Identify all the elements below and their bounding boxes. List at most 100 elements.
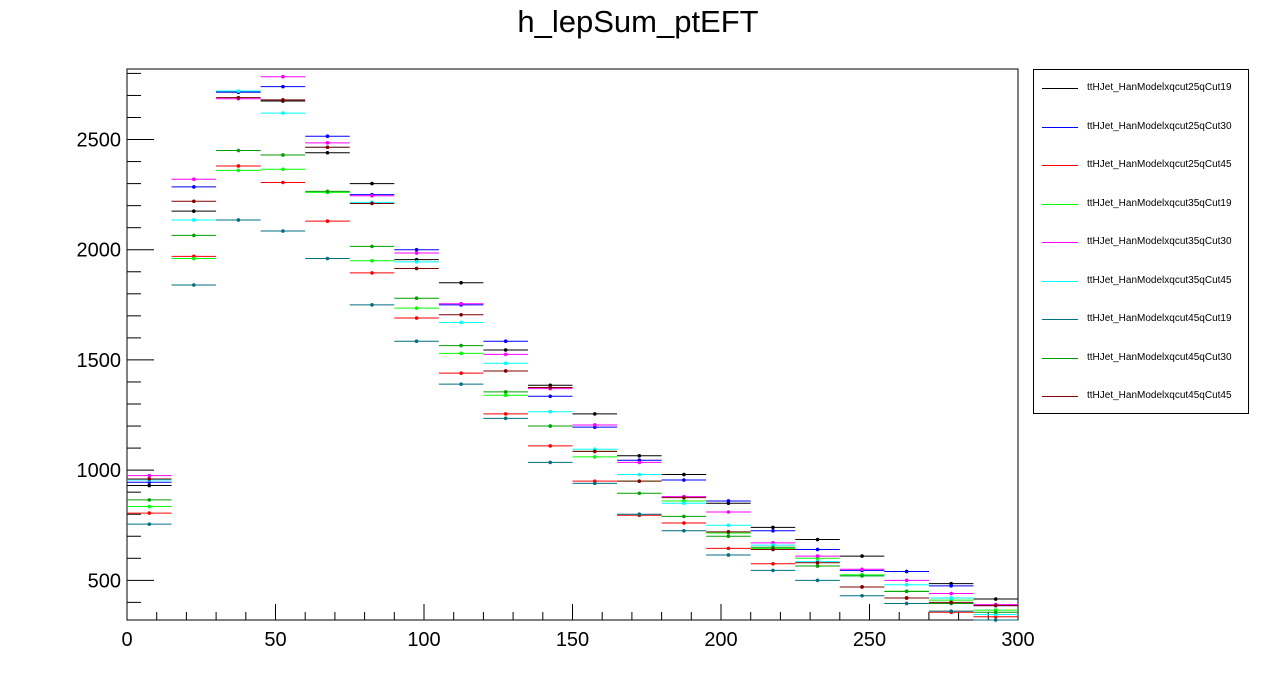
data-point-marker (281, 98, 285, 102)
data-point-marker (771, 547, 775, 552)
data-point-marker (325, 219, 330, 223)
legend-line-swatch (1042, 126, 1078, 128)
data-point-marker (904, 601, 909, 606)
data-point-marker (459, 301, 463, 306)
data-point-marker (459, 351, 463, 356)
data-point-marker (370, 193, 374, 198)
legend-line-swatch (1042, 280, 1078, 282)
data-point-marker (325, 256, 330, 261)
data-point-marker (726, 553, 731, 557)
legend-line-swatch (1042, 396, 1078, 397)
data-point-marker (281, 229, 285, 233)
legend-label: ttHJet_HanModelxqcut35qCut30 (1087, 236, 1232, 247)
legend-label: ttHJet_HanModelxqcut35qCut19 (1087, 197, 1232, 209)
data-point-marker (147, 522, 152, 526)
data-point-marker (682, 501, 686, 505)
data-point-marker (860, 574, 864, 578)
data-point-marker (860, 593, 864, 598)
data-point-marker (993, 610, 998, 615)
data-point-marker (815, 554, 820, 558)
data-point-marker (548, 409, 553, 414)
data-point-marker (281, 111, 285, 115)
data-point-marker (548, 460, 553, 465)
data-point-marker (236, 148, 241, 153)
x-tick-label: 0 (121, 629, 132, 651)
y-tick-label: 500 (88, 570, 121, 592)
data-point-marker (503, 390, 508, 394)
data-point-marker (904, 596, 909, 600)
data-point-marker (682, 495, 686, 500)
data-point-marker (726, 534, 731, 539)
data-point-marker (592, 455, 597, 459)
data-point-marker (815, 537, 820, 542)
data-point-marker (147, 483, 152, 488)
x-tick-label: 50 (264, 629, 286, 651)
series-ttHJet_HanModelxqcut35qCut19 (127, 167, 1018, 612)
data-point-marker (904, 578, 909, 583)
data-point-marker (236, 218, 241, 222)
legend-entry: ttHJet_HanModelxqcut25qCut30 (1034, 118, 1248, 138)
data-point-marker (904, 569, 909, 574)
data-point-marker (726, 510, 731, 514)
legend-label: ttHJet_HanModelxqcut25qCut19 (1087, 82, 1232, 93)
data-point-marker (949, 596, 953, 600)
data-point-marker (726, 530, 731, 534)
data-point-marker (548, 424, 553, 428)
data-point-marker (682, 521, 686, 525)
legend-label: ttHJet_HanModelxqcut25qCut45 (1087, 159, 1232, 170)
data-point-marker (949, 591, 953, 596)
data-point-marker (370, 303, 374, 307)
legend-line-swatch (1042, 203, 1078, 205)
data-point-marker (949, 584, 953, 588)
data-point-marker (459, 343, 463, 348)
data-point-marker (325, 145, 330, 150)
series-layer (127, 74, 1018, 622)
plot-frame (126, 68, 1019, 621)
data-point-marker (236, 89, 241, 93)
data-point-marker (592, 423, 597, 427)
data-point-marker (414, 339, 419, 343)
data-point-marker (637, 491, 642, 496)
data-point-marker (860, 585, 864, 589)
data-point-marker (726, 523, 731, 528)
data-point-marker (637, 454, 642, 458)
x-tick-label: 300 (1001, 629, 1034, 651)
data-point-marker (192, 256, 196, 261)
legend: ttHJet_HanModelxqcut25qCut19 ttHJet_HanMo… (1033, 69, 1249, 414)
data-point-marker (726, 546, 731, 551)
data-point-marker (459, 371, 463, 375)
data-point-marker (192, 209, 196, 213)
data-point-marker (993, 597, 998, 601)
series-ttHJet_HanModelxqcut25qCut45 (127, 164, 1018, 619)
data-point-marker (414, 296, 419, 301)
legend-entry: ttHJet_HanModelxqcut35qCut19 (1034, 195, 1248, 215)
data-point-marker (192, 199, 196, 204)
x-tick-label: 100 (407, 629, 440, 651)
data-point-marker (459, 312, 463, 317)
data-point-marker (325, 141, 330, 145)
data-point-marker (771, 561, 775, 566)
y-tick-label: 2500 (77, 130, 122, 152)
data-point-marker (281, 153, 285, 157)
data-point-marker (637, 512, 642, 517)
data-point-marker (993, 603, 998, 608)
data-point-marker (726, 499, 731, 503)
data-point-marker (904, 589, 909, 594)
legend-entry: ttHJet_HanModelxqcut35qCut30 (1034, 233, 1248, 253)
data-point-marker (503, 361, 508, 366)
data-point-marker (281, 74, 285, 79)
data-point-marker (682, 478, 686, 482)
data-point-marker (949, 600, 953, 605)
data-point-marker (771, 568, 775, 573)
data-point-marker (147, 511, 152, 515)
series-ttHJet_HanModelxqcut25qCut30 (127, 84, 1018, 608)
data-point-marker (503, 369, 508, 373)
data-point-marker (459, 320, 463, 325)
data-point-marker (860, 554, 864, 558)
legend-line-swatch (1042, 319, 1078, 320)
data-point-marker (548, 385, 553, 390)
data-point-marker (147, 504, 152, 509)
series-ttHJet_HanModelxqcut35qCut30 (127, 74, 1018, 607)
data-point-marker (815, 547, 820, 552)
data-point-marker (682, 472, 686, 477)
